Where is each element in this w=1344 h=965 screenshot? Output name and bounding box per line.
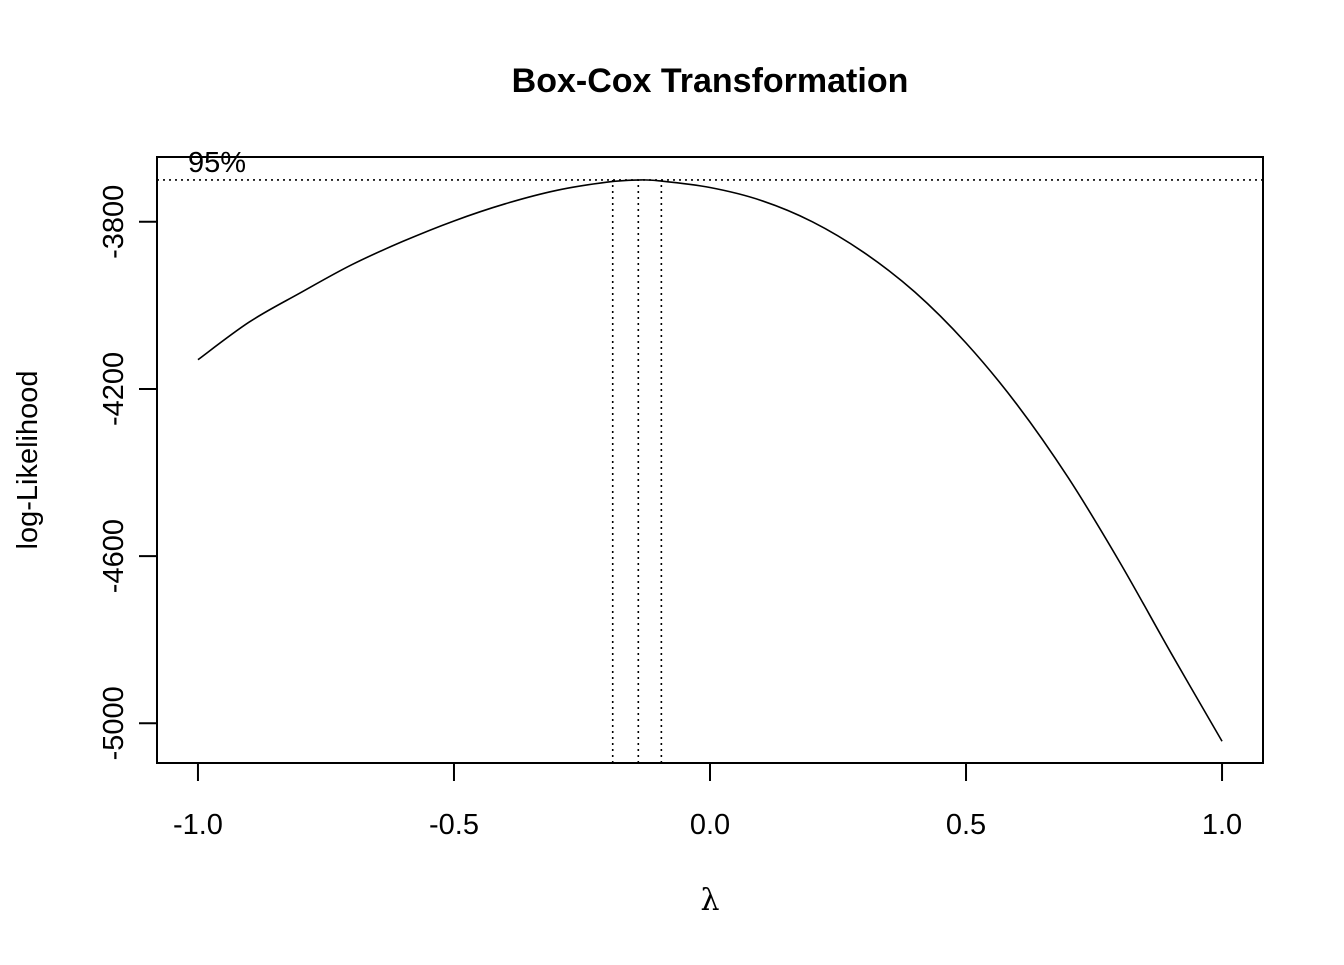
x-tick-label: 0.0 [690,809,730,841]
y-axis-label: log-Likelihood [12,371,44,550]
y-axis: -5000 -4600 -4200 -3800 [98,185,158,760]
confidence-interval-lines [157,179,1263,763]
y-tick-label: -4600 [98,519,130,593]
chart-title: Box-Cox Transformation [512,62,909,100]
x-axis-label: λ [700,883,719,918]
x-tick-label: -1.0 [173,809,223,841]
x-axis: -1.0 -0.5 0.0 0.5 1.0 [173,762,1242,841]
y-tick-label: -3800 [98,185,130,259]
ci-level-label: 95% [188,147,246,179]
x-tick-label: 0.5 [946,809,986,841]
plot-frame [156,156,1264,764]
x-tick-label: -0.5 [429,809,479,841]
log-likelihood-curve [197,179,1223,742]
series-group [197,179,1223,742]
y-tick-label: -4200 [98,352,130,426]
x-tick-label: 1.0 [1202,809,1242,841]
y-tick-label: -5000 [98,686,130,760]
